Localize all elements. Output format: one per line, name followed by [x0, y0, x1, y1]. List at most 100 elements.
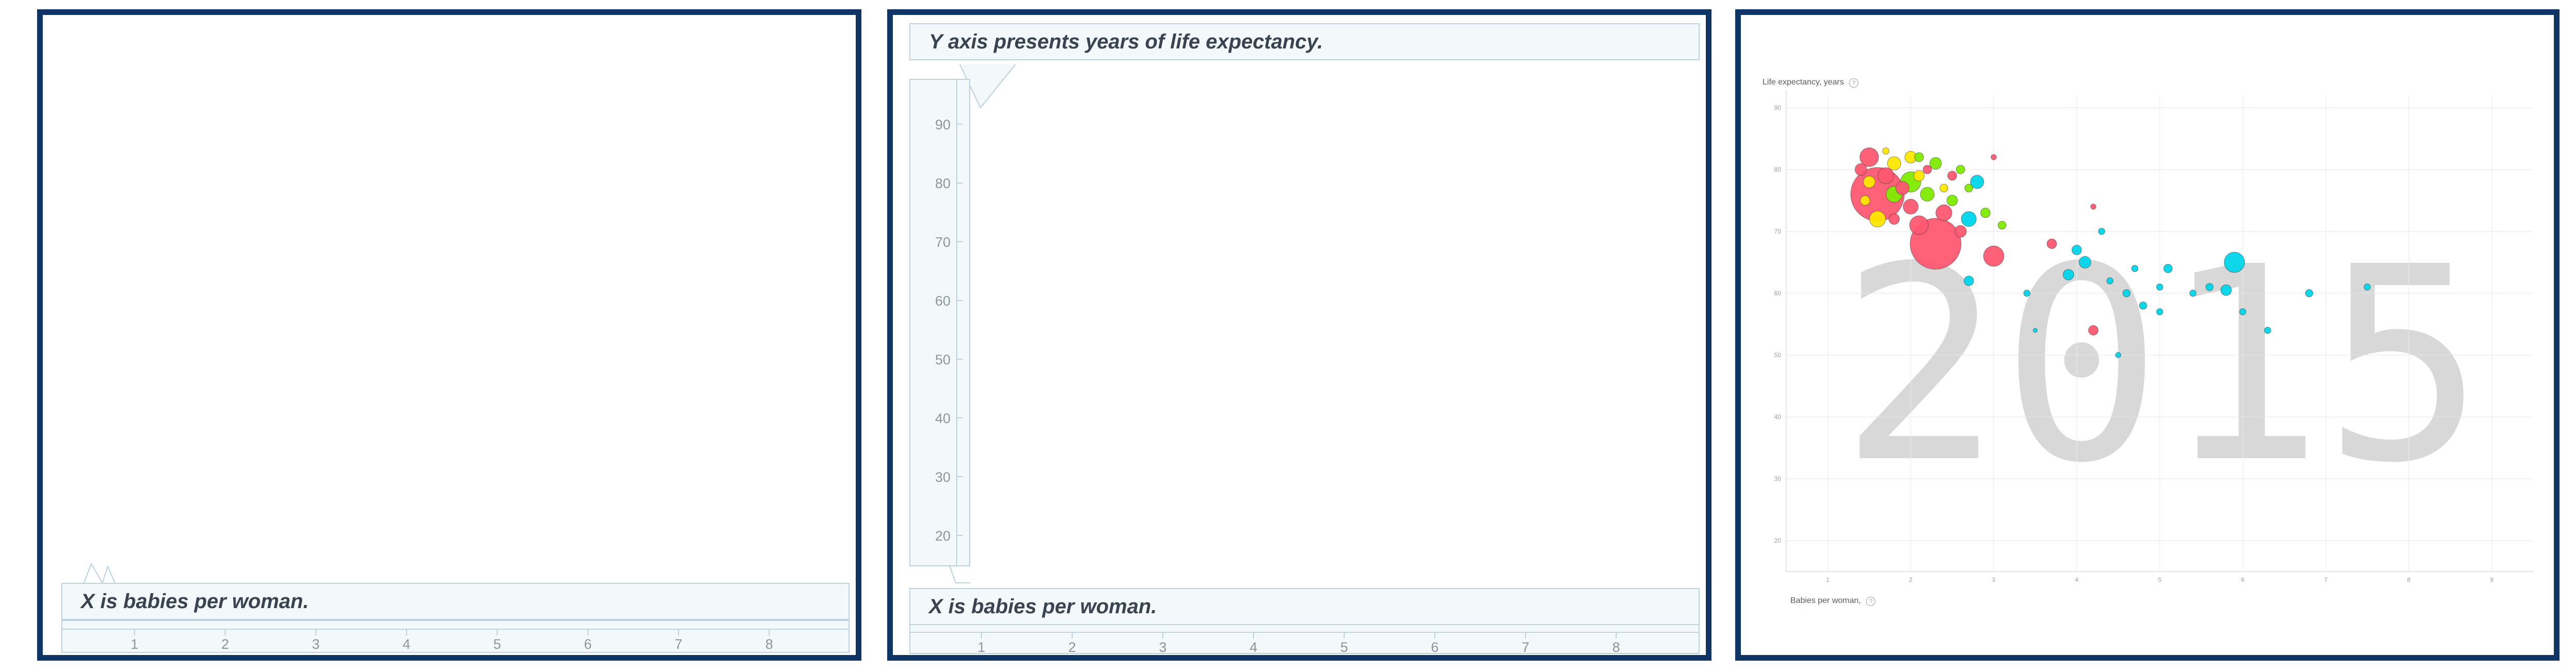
- x-tick-label: 1: [130, 636, 138, 652]
- x-tick-label: 3: [312, 636, 319, 652]
- x-tick-label: 8: [2407, 576, 2411, 583]
- bubble: [1860, 195, 1870, 206]
- bubble: [2088, 325, 2098, 335]
- bubble: [2156, 308, 2163, 315]
- bubble: [2106, 277, 2114, 284]
- y-axis: 90 80 70 60 50 40 30 20: [935, 79, 963, 566]
- bubble: [1964, 183, 1973, 193]
- y-tick-label: 80: [1774, 166, 1782, 173]
- x-tick-label: 5: [1340, 640, 1348, 654]
- y-axis-label: Life expectancy, years: [1762, 78, 1844, 87]
- x-axis: 1 2 3 4 5 6 7 8: [909, 632, 1700, 654]
- x-axis-title: Babies per woman, ?: [1790, 596, 1876, 606]
- x-tick-label: 5: [2158, 576, 2162, 583]
- bubble: [1991, 154, 1997, 160]
- x-axis-box: [909, 624, 1700, 654]
- bubble: [1855, 163, 1867, 176]
- x-tick-label: 7: [2324, 576, 2328, 583]
- bubble: [2090, 204, 2096, 210]
- bubble: [2205, 283, 2214, 291]
- x-tick-label: 6: [2241, 576, 2245, 583]
- panel-x-axis-intro: X is babies per woman. 1 2 3 4 5 6 7 8: [37, 9, 861, 661]
- x-tick-label: 2: [1909, 576, 1912, 583]
- y-axis-callout: Y axis presents years of life expectancy…: [909, 23, 1700, 60]
- y-tick-label: 60: [935, 293, 951, 309]
- x-tick-label: 9: [2490, 576, 2494, 583]
- x-tick-label: 4: [1249, 640, 1257, 654]
- bubble: [2131, 265, 2139, 272]
- x-axis: 1 2 3 4 5 6 7 8: [61, 629, 850, 652]
- bubble: [1913, 170, 1925, 181]
- x-tick-label: 6: [1431, 640, 1438, 654]
- y-tick-label: 50: [935, 352, 951, 367]
- bubble: [1888, 213, 1900, 225]
- bubbles: [1850, 147, 2371, 358]
- bubble: [2072, 245, 2082, 255]
- x-tick-label: 7: [674, 636, 682, 652]
- bubble: [1882, 147, 1890, 155]
- y-tick-label: 30: [1774, 475, 1782, 482]
- panel-bubble-chart: Life expectancy, years ? 20 1 5 20 30 40 50 60…: [1735, 9, 2560, 661]
- panel-y-axis-intro: Y axis presents years of life expectancy…: [887, 9, 1711, 661]
- y-tick-label: 50: [1774, 351, 1782, 359]
- callout-y-pointer: [949, 64, 1016, 583]
- x-tick-label: 8: [765, 636, 773, 652]
- y-axis-box: [909, 79, 970, 566]
- bubble: [2079, 256, 2091, 268]
- bubble: [1947, 171, 1957, 181]
- bubble: [2046, 239, 2057, 249]
- bubble: [1903, 198, 1919, 215]
- y-axis-title: Life expectancy, years ?: [1762, 78, 1859, 88]
- bubble: [1877, 167, 1894, 184]
- y-tick-label: 70: [1774, 228, 1782, 235]
- x-tick-label: 2: [1068, 640, 1076, 654]
- x-tick-label: 3: [1992, 576, 1995, 583]
- y-tick-label: 70: [935, 234, 951, 250]
- bubble: [1946, 195, 1958, 206]
- bubble: [2189, 290, 2197, 297]
- y-tick-label: 90: [935, 117, 951, 132]
- bubble: [2139, 301, 2147, 310]
- x-tick-label: 3: [1159, 640, 1166, 654]
- y-tick-label: 90: [1774, 104, 1782, 111]
- bubble: [2163, 264, 2173, 273]
- x-tick-label: 4: [2075, 576, 2079, 583]
- x-axis-callout: X is babies per woman.: [61, 583, 850, 620]
- x-tick-label: 6: [584, 636, 591, 652]
- x-tick-label: 5: [493, 636, 501, 652]
- bubble: [2264, 327, 2272, 334]
- bubble: [2156, 283, 2163, 291]
- x-tick-label: 8: [1612, 640, 1620, 654]
- x-axis-label: Babies per woman,: [1790, 596, 1861, 605]
- x-tick-label: 7: [1521, 640, 1529, 654]
- bubble: [1954, 225, 1967, 238]
- bubble: [1909, 215, 1929, 235]
- x-tick-label: 2: [221, 636, 229, 652]
- axes: 20 30 40 50 60 70 80 90 1 2 3 4 5 6 7 8 9: [1774, 90, 2533, 583]
- y-tick-label: 20: [935, 528, 951, 544]
- bubble: [1923, 165, 1932, 174]
- bubble: [2364, 283, 2371, 291]
- bubble: [1920, 187, 1935, 202]
- y-tick-label: 40: [935, 411, 951, 426]
- bubble: [2305, 289, 2313, 297]
- bubble: [1983, 245, 2005, 267]
- bubble: [1895, 181, 1910, 195]
- bubble: [2023, 290, 2030, 297]
- x-tick-label: 1: [977, 640, 985, 654]
- bubble: [1929, 157, 1942, 170]
- y-tick-label: 80: [935, 176, 951, 191]
- y-tick-label: 20: [1774, 537, 1782, 544]
- x-tick-label: 4: [402, 636, 410, 652]
- bubble: [1997, 221, 2007, 230]
- bubble: [2122, 289, 2131, 297]
- bubble: [1970, 175, 1985, 189]
- bubble: [2220, 284, 2232, 296]
- question-circle-icon[interactable]: ?: [1849, 78, 1859, 88]
- bubble: [2115, 352, 2122, 358]
- question-circle-icon[interactable]: ?: [1866, 597, 1876, 606]
- bubble: [1980, 208, 1991, 218]
- bubble: [2098, 228, 2105, 235]
- bubble-chart: 20 1 5 20 30 40 50 60 70 80 90 1 2 3 4 5 6 7 8 9: [1774, 90, 2533, 583]
